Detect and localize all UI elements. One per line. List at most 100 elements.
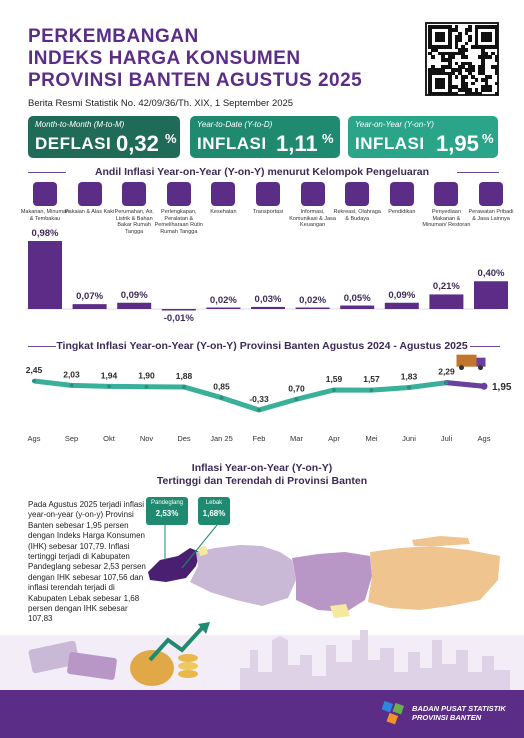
qr-module: [431, 71, 435, 76]
x-tick-label: Apr: [328, 434, 340, 443]
x-tick-label: Mar: [290, 434, 303, 443]
qr-module: [484, 88, 489, 92]
qr-module: [481, 31, 485, 36]
yoy-box: Year-on-Year (Y-on-Y) INFLASI 1,95 %: [348, 116, 498, 158]
qr-module: [428, 81, 432, 86]
qr-module: [451, 91, 455, 96]
qr-module: [491, 45, 495, 49]
qr-module: [474, 25, 479, 29]
mtm-value: 0,32: [116, 131, 159, 156]
ytd-word: INFLASI: [197, 134, 267, 153]
qr-module: [441, 55, 445, 59]
point-value-label: 0,70: [288, 383, 305, 393]
qr-module: [454, 75, 459, 79]
qr-module: [428, 25, 432, 29]
bar: [161, 309, 196, 311]
bar: [28, 241, 62, 309]
qr-module: [491, 51, 495, 56]
qr-module: [481, 48, 485, 52]
qr-module: [428, 75, 432, 79]
qr-module: [474, 45, 479, 49]
point-value-label: 1,57: [363, 374, 380, 384]
qr-module: [454, 41, 459, 46]
qr-module: [428, 51, 432, 56]
x-tick-label: Des: [177, 434, 191, 443]
footer: BADAN PUSAT STATISTIK PROVINSI BANTEN: [0, 690, 524, 738]
point-value-label: 1,90: [138, 371, 155, 381]
qr-module: [448, 28, 452, 32]
qr-code-icon[interactable]: [425, 22, 499, 96]
skyline: [240, 630, 510, 690]
qr-module: [481, 51, 485, 56]
x-tick-label: Ags: [28, 434, 41, 443]
bar-value-label: 0,09%: [120, 289, 148, 301]
qr-module: [431, 68, 435, 72]
data-point: [69, 383, 74, 388]
qr-module: [488, 31, 492, 36]
bar-value-label: 0,02%: [299, 294, 327, 306]
qr-module: [458, 35, 462, 39]
qr-module: [438, 25, 442, 29]
qr-module: [484, 38, 489, 42]
category-label: Kesehatan: [210, 209, 237, 215]
org-name-line2: PROVINSI BANTEN: [412, 713, 482, 722]
category-label: Pendidikan: [388, 209, 416, 215]
qr-module: [484, 31, 489, 36]
dress-icon: [77, 182, 102, 206]
trend-arrow-head-icon: [198, 622, 210, 634]
qr-module: [484, 45, 489, 49]
qr-module: [464, 85, 469, 89]
qr-module: [468, 71, 472, 76]
divider: [28, 346, 56, 347]
qr-module: [484, 25, 489, 29]
qr-module: [431, 25, 435, 29]
qr-module: [458, 51, 462, 56]
qr-module: [464, 81, 469, 86]
qr-module: [481, 25, 485, 29]
qr-module: [434, 78, 439, 82]
qr-module: [448, 25, 452, 29]
qr-module: [481, 68, 485, 72]
qr-module: [464, 55, 469, 59]
qr-module: [471, 81, 475, 86]
qr-module: [494, 55, 499, 59]
mtm-box: Month-to-Month (M-to-M) DEFLASI 0,32 %: [28, 116, 180, 158]
bar-value-label: 0,98%: [31, 228, 59, 239]
qr-module: [494, 68, 499, 72]
series-line-last-segment: [444, 380, 487, 389]
qr-module: [444, 51, 449, 56]
graduation-cap-icon: [389, 182, 414, 206]
qr-module: [441, 65, 445, 69]
qr-module: [434, 38, 439, 42]
qr-module: [454, 28, 459, 32]
qr-module: [461, 85, 465, 89]
qr-module: [438, 51, 442, 56]
qr-module: [481, 61, 485, 66]
qr-module: [444, 91, 449, 96]
qr-module: [474, 78, 479, 82]
mtm-word: DEFLASI: [35, 134, 112, 153]
qr-module: [481, 88, 485, 92]
qr-module: [454, 85, 459, 89]
section1-title: Andil Inflasi Year-on-Year (Y-on-Y) menu…: [94, 166, 430, 178]
qr-module: [468, 91, 472, 96]
qr-module: [461, 81, 465, 86]
qr-module: [494, 38, 499, 42]
x-tick-label: Juni: [402, 434, 416, 443]
qr-module: [438, 45, 442, 49]
bar: [474, 281, 508, 309]
football-icon: [345, 182, 370, 206]
point-value-label: 2,29: [438, 367, 455, 377]
qr-module: [454, 61, 459, 66]
yoy-value: 1,95: [436, 131, 479, 156]
qr-module: [471, 68, 475, 72]
qr-module: [471, 45, 475, 49]
qr-module: [478, 91, 482, 96]
qr-module: [444, 45, 449, 49]
qr-module: [488, 25, 492, 29]
qr-module: [428, 31, 432, 36]
tools-icon: [479, 182, 503, 206]
category-label: Makanan, Minuman & Tembakau: [20, 209, 70, 222]
